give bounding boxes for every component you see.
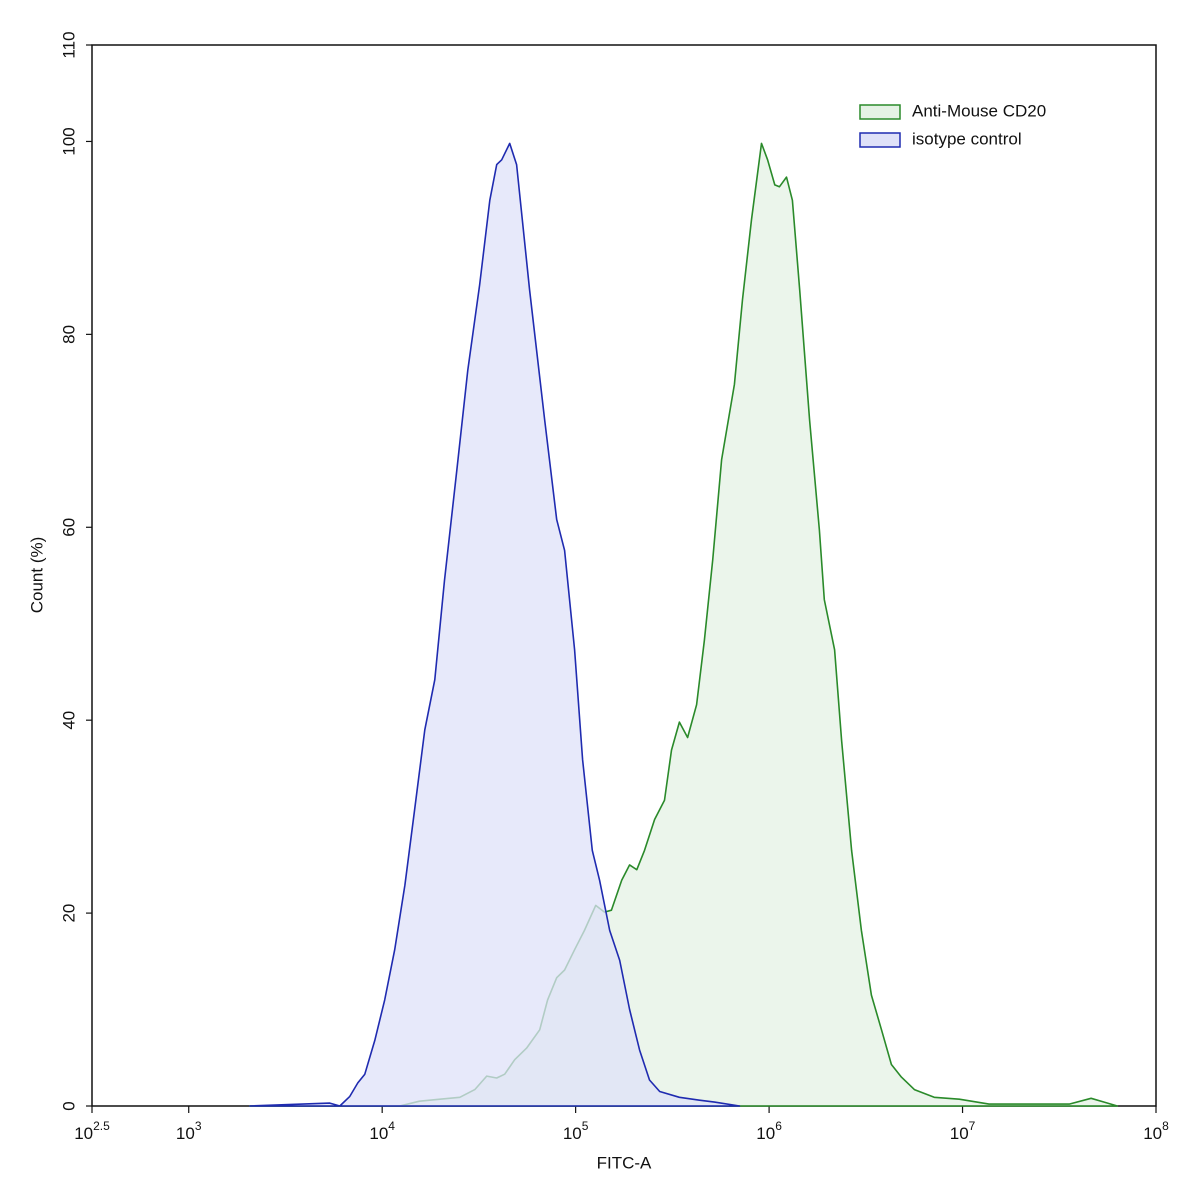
series-area <box>249 142 741 1107</box>
legend-label: Anti-Mouse CD20 <box>912 101 1046 120</box>
x-tick-label: 104 <box>369 1119 395 1143</box>
y-tick-label: 60 <box>59 518 78 537</box>
legend-swatch <box>859 132 901 148</box>
x-tick-base: 10 <box>369 1124 388 1143</box>
x-tick-exponent: 6 <box>775 1119 782 1133</box>
x-tick-label: 106 <box>756 1119 782 1143</box>
x-tick-base: 10 <box>563 1124 582 1143</box>
x-tick-base: 10 <box>756 1124 775 1143</box>
x-axis-label: FITC-A <box>597 1153 652 1172</box>
x-tick-base: 10 <box>74 1124 93 1143</box>
y-tick-label: 0 <box>59 1101 78 1110</box>
y-tick-label: 110 <box>59 31 78 58</box>
y-tick-label: 80 <box>59 325 78 344</box>
x-tick-exponent: 8 <box>1162 1119 1169 1133</box>
x-tick-exponent: 3 <box>195 1119 202 1133</box>
x-tick-label: 102.5 <box>74 1119 110 1143</box>
series-area <box>249 142 1119 1107</box>
x-tick-base: 10 <box>176 1124 195 1143</box>
x-tick-base: 10 <box>1143 1124 1162 1143</box>
y-tick-label: 20 <box>59 904 78 923</box>
y-tick-label: 100 <box>59 127 78 155</box>
x-tick-exponent: 4 <box>388 1119 395 1133</box>
x-tick-exponent: 2.5 <box>93 1119 110 1133</box>
x-tick-label: 107 <box>950 1119 976 1143</box>
legend-swatch <box>859 104 901 120</box>
x-tick-label: 103 <box>176 1119 202 1143</box>
x-tick-label: 108 <box>1143 1119 1169 1143</box>
x-tick-base: 10 <box>950 1124 969 1143</box>
x-tick-exponent: 5 <box>582 1119 589 1133</box>
y-tick-label: 40 <box>59 711 78 730</box>
x-tick-label: 105 <box>563 1119 589 1143</box>
legend-label: isotype control <box>912 129 1022 148</box>
y-axis-label: Count (%) <box>27 537 46 614</box>
x-tick-exponent: 7 <box>969 1119 976 1133</box>
